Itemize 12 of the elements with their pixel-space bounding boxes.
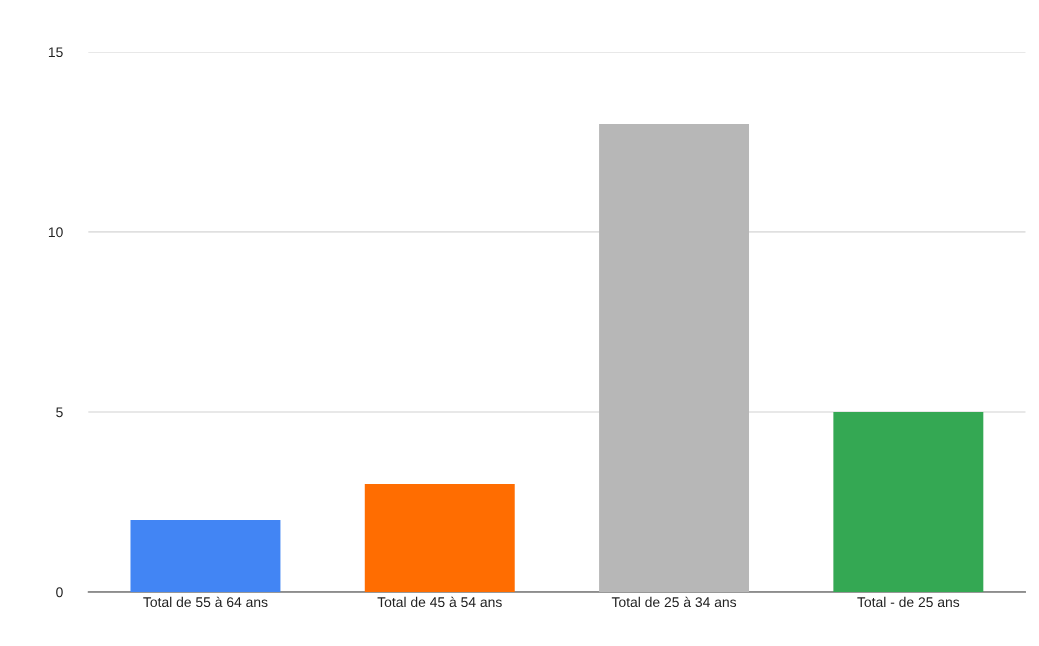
bar xyxy=(364,483,515,592)
y-tick-label: 0 xyxy=(56,587,63,598)
x-tick-label: Total de 25 à 34 ans xyxy=(611,596,737,608)
x-tick-label: Total de 45 à 54 ans xyxy=(377,596,502,608)
x-tick-label: Total de 55 à 64 ans xyxy=(143,596,268,608)
bar xyxy=(599,123,750,592)
y-tick-label: 5 xyxy=(56,407,63,418)
bar xyxy=(130,519,281,592)
y-tick-label: 10 xyxy=(48,227,63,238)
y-tick-label: 15 xyxy=(48,47,63,58)
x-tick-label: Total - de 25 ans xyxy=(857,596,960,608)
bar xyxy=(833,411,984,592)
